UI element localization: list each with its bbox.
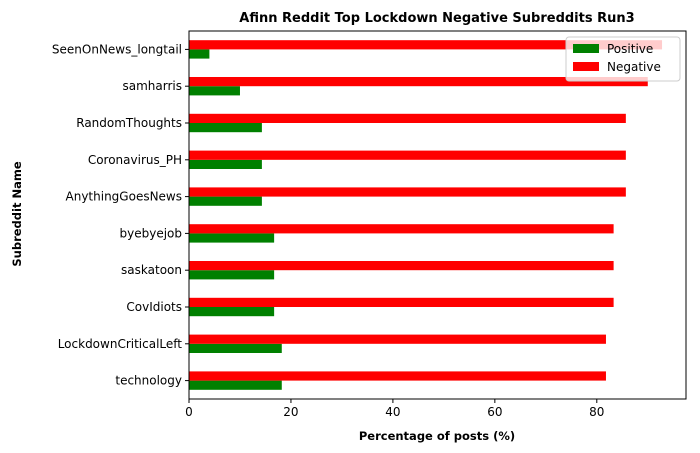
y-axis-label: Subreddit Name [10,161,24,266]
bar-negative-AnythingGoesNews [189,187,626,197]
bar-positive-technology [189,380,282,390]
chart-title: Afinn Reddit Top Lockdown Negative Subre… [239,11,634,26]
y-tick-label: byebyejob [120,226,183,240]
x-tick-label: 0 [185,405,193,419]
bar-positive-LockdownCriticalLeft [189,343,282,353]
y-tick-label: technology [115,374,182,388]
x-tick-label: 20 [283,405,298,419]
y-tick-label: SeenOnNews_longtail [52,42,182,56]
y-tick-label: saskatoon [121,263,182,277]
bar-positive-AnythingGoesNews [189,196,262,206]
bars-group [189,40,663,390]
bar-positive-RandomThoughts [189,123,262,133]
y-tick-label: samharris [123,79,183,93]
bar-negative-Coronavirus_PH [189,150,626,160]
bar-negative-LockdownCriticalLeft [189,334,606,344]
bar-positive-byebyejob [189,233,275,243]
y-tick-label: RandomThoughts [76,116,182,130]
x-tick-label: 80 [589,405,604,419]
bar-positive-samharris [189,86,240,96]
bar-positive-Coronavirus_PH [189,159,262,169]
legend-swatch-negative [573,62,599,71]
x-tick-label: 40 [385,405,400,419]
x-tick-label: 60 [487,405,502,419]
y-tick-label: Coronavirus_PH [88,153,182,167]
legend-label-positive: Positive [607,42,653,56]
bar-negative-samharris [189,77,648,87]
bar-positive-SeenOnNews_longtail [189,49,210,59]
bar-positive-saskatoon [189,270,275,280]
y-tick-label: CovIdiots [126,300,182,314]
y-tick-label: LockdownCriticalLeft [58,337,183,351]
bar-negative-RandomThoughts [189,113,626,123]
legend-label-negative: Negative [607,60,661,74]
bar-negative-technology [189,371,606,381]
bar-negative-saskatoon [189,261,614,271]
legend: Positive Negative [565,36,681,82]
y-tick-label: AnythingGoesNews [66,190,182,204]
plot-frame [188,30,687,400]
axes-group: technology LockdownCriticalLeft CovIdiots s… [52,30,687,419]
x-axis-label: Percentage of posts (%) [359,429,515,443]
bar-negative-CovIdiots [189,297,614,307]
bar-negative-byebyejob [189,224,614,234]
bar-positive-CovIdiots [189,307,275,317]
legend-swatch-positive [573,44,599,53]
bar-negative-SeenOnNews_longtail [189,40,663,50]
